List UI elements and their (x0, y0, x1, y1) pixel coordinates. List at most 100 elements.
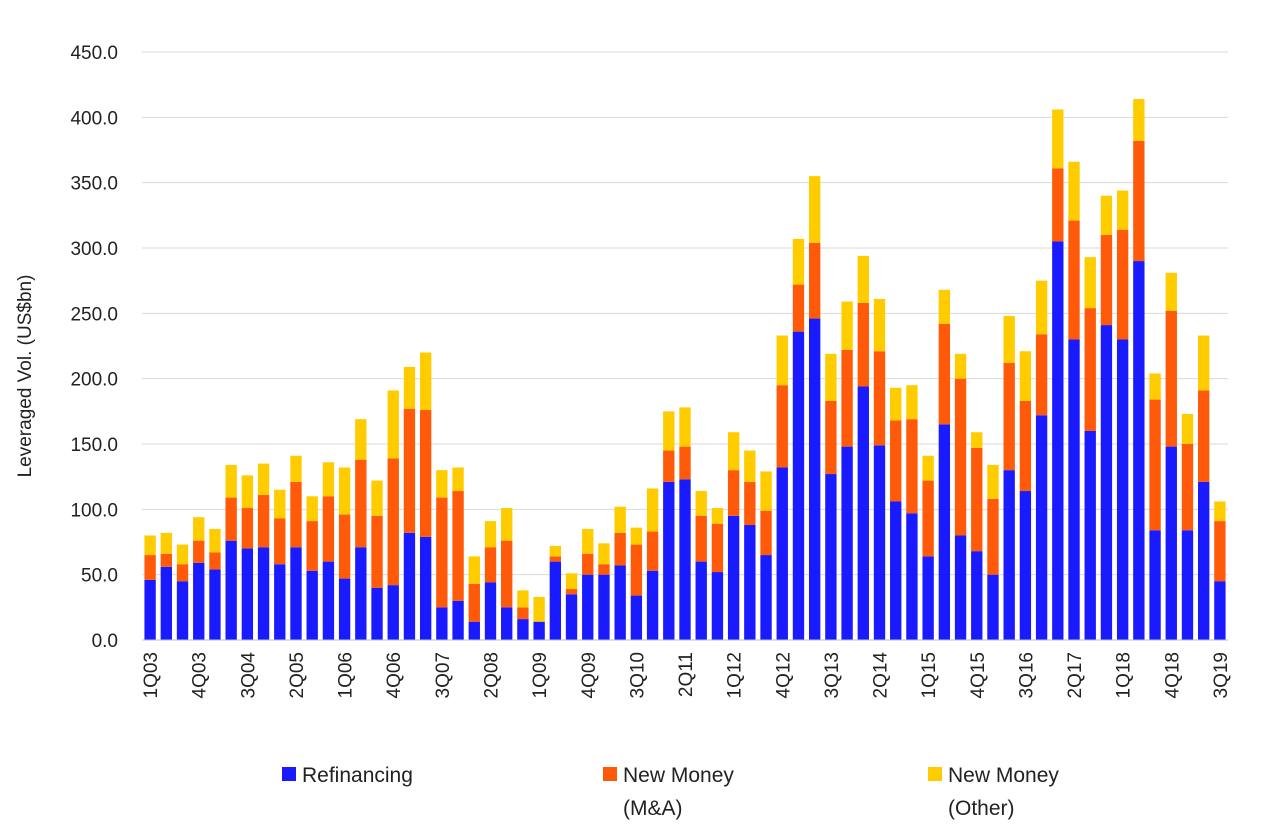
x-tick-label: 1Q03 (141, 652, 162, 698)
bar-segment-new-money-ma (938, 323, 951, 425)
bar-segment-refinancing (1181, 530, 1194, 640)
bar-segment-new-money-ma (501, 540, 513, 608)
bar-segment-refinancing (436, 607, 448, 640)
bar-segment-new-money-other (371, 480, 383, 516)
x-tick-label: 1Q18 (1114, 652, 1135, 698)
bar-segment-new-money-other (776, 335, 788, 386)
bar-segment-new-money-ma (1214, 521, 1226, 582)
bar-segment-refinancing (144, 579, 156, 640)
bar-segment-refinancing (1052, 241, 1064, 640)
bar-segment-new-money-other (209, 528, 221, 553)
bar-segment-new-money-ma (355, 459, 367, 548)
bar-segment-refinancing (1165, 446, 1177, 640)
x-tick-label: 1Q06 (336, 652, 357, 698)
x-tick-label: 3Q10 (627, 652, 648, 698)
bar-segment-new-money-other (890, 387, 902, 421)
bar-segment-refinancing (468, 621, 480, 640)
bar-segment-refinancing (193, 562, 205, 640)
bar-segment-refinancing (306, 570, 318, 640)
bar-segment-new-money-other (533, 596, 545, 622)
bar-segment-new-money-other (938, 289, 951, 324)
bar-segment-refinancing (711, 572, 724, 640)
bar-segment-new-money-ma (744, 481, 756, 526)
bar-segment-new-money-ma (257, 494, 270, 548)
legend-label-sub: (Other) (948, 797, 1015, 820)
bar-segment-new-money-other (1214, 501, 1226, 522)
bar-segment-refinancing (387, 585, 399, 640)
bar-segment-new-money-other (857, 255, 869, 303)
bar-segment-new-money-other (841, 301, 853, 350)
bar-segment-new-money-ma (954, 378, 967, 536)
bar-segment-refinancing (565, 594, 578, 640)
y-axis-title: Leveraged Vol. (US$bn) (15, 275, 36, 478)
y-tick-label: 150.0 (70, 435, 118, 456)
bar-segment-refinancing (695, 561, 707, 640)
bar-segment-refinancing (257, 547, 270, 640)
x-tick-label: 1Q12 (725, 652, 746, 698)
bar-segment-new-money-other (1068, 161, 1080, 221)
bar-segment-new-money-other (646, 488, 659, 532)
bar-segment-new-money-other (598, 543, 610, 565)
bar-segment-new-money-other (452, 467, 464, 492)
bar-segment-refinancing (954, 535, 967, 640)
bar-segment-new-money-other (355, 419, 367, 460)
bar-segment-new-money-other (922, 455, 934, 481)
bar-segment-new-money-ma (193, 540, 205, 563)
bar-segment-new-money-ma (1149, 399, 1161, 531)
y-tick-label: 0.0 (92, 631, 118, 652)
bar-segment-new-money-other (501, 508, 513, 541)
bar-segment-new-money-other (695, 491, 707, 516)
y-tick-label: 200.0 (70, 370, 118, 391)
bar-segment-new-money-ma (403, 408, 416, 533)
bar-segment-new-money-other (987, 464, 999, 499)
bar-segment-new-money-other (1198, 335, 1210, 391)
bar-segment-refinancing (1003, 470, 1015, 640)
x-tick-label: 3Q07 (433, 652, 454, 698)
bar-segment-refinancing (679, 479, 691, 640)
bar-segment-new-money-other (144, 535, 156, 556)
bar-segment-new-money-ma (646, 531, 659, 571)
bar-segment-new-money-other (193, 517, 205, 541)
bar-segment-refinancing (1019, 491, 1032, 640)
bar-segment-new-money-ma (225, 497, 237, 541)
bar-segment-new-money-ma (663, 450, 675, 482)
bar-segment-new-money-ma (1165, 310, 1177, 447)
bar-segment-new-money-ma (582, 553, 594, 575)
bar-segment-new-money-other (792, 238, 805, 285)
bar-segment-new-money-other (176, 544, 189, 565)
bar-segment-new-money-other (727, 432, 740, 471)
bar-segment-new-money-ma (419, 410, 432, 537)
bar-segment-refinancing (274, 564, 286, 640)
bar-segment-new-money-ma (565, 589, 578, 595)
y-tick-label: 100.0 (70, 500, 118, 521)
bar-segment-new-money-ma (176, 564, 189, 582)
bar-segment-new-money-ma (841, 349, 853, 447)
legend-label: New Money (948, 764, 1059, 787)
bar-segment-new-money-other (1149, 373, 1161, 400)
bar-segment-new-money-ma (971, 447, 983, 552)
y-tick-label: 300.0 (70, 239, 118, 260)
bar-segment-refinancing (160, 566, 172, 640)
bar-segment-refinancing (403, 532, 416, 640)
legend-swatch (282, 767, 296, 781)
bar-segment-new-money-other (873, 298, 886, 352)
bar-segment-new-money-ma (776, 385, 788, 468)
bar-segment-new-money-other (614, 506, 626, 533)
bar-segment-new-money-other (630, 527, 643, 545)
bar-segment-new-money-other (322, 462, 335, 497)
bar-segment-new-money-other (809, 176, 821, 243)
bar-segment-refinancing (582, 574, 594, 640)
bar-segment-refinancing (873, 445, 886, 640)
bar-segment-new-money-other (1181, 413, 1194, 444)
bar-segment-new-money-ma (1068, 220, 1080, 340)
bar-segment-new-money-other (679, 407, 691, 447)
x-tick-label: 2Q08 (481, 652, 502, 698)
bar-segment-new-money-ma (290, 481, 302, 548)
x-tick-label: 4Q12 (773, 652, 794, 698)
bar-segment-new-money-other (1165, 272, 1177, 311)
legend-swatch (928, 767, 942, 781)
bar-segment-refinancing (419, 536, 432, 640)
bar-segment-refinancing (517, 619, 529, 640)
bar-segment-new-money-other (825, 353, 837, 401)
